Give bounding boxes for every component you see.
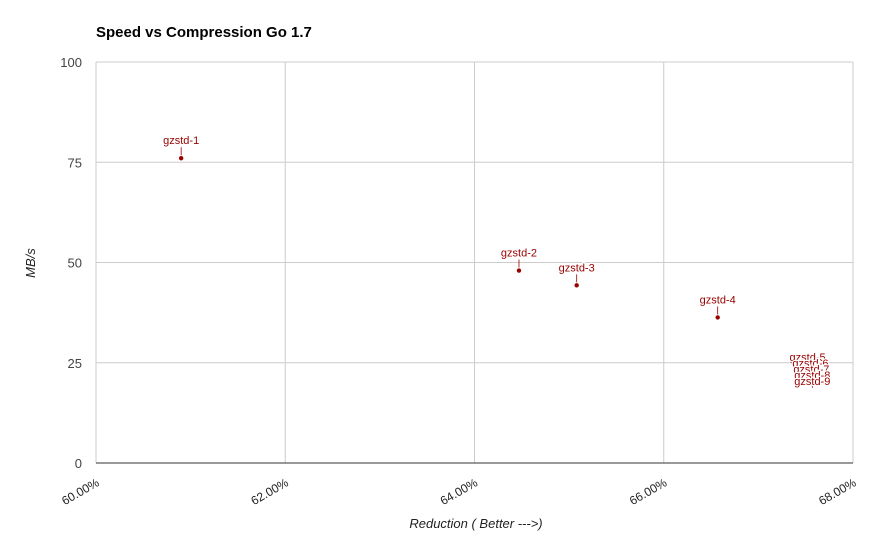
x-tick-label: 68.00%	[816, 475, 859, 508]
data-point-group: gzstd-4	[698, 293, 737, 320]
point-label: gzstd-6	[792, 358, 828, 370]
data-points: gzstd-1gzstd-2gzstd-3gzstd-4gzstd-5gzstd…	[162, 134, 832, 390]
y-tick-label: 100	[60, 55, 82, 70]
point-label: gzstd-4	[700, 294, 736, 306]
data-point-group: gzstd-1	[162, 134, 200, 161]
data-point-group: gzstd-2	[500, 246, 538, 273]
point-label: gzstd-3	[559, 262, 595, 274]
y-tick-label: 0	[75, 456, 82, 471]
data-point[interactable]	[810, 379, 815, 385]
x-tick-label: 62.00%	[249, 475, 292, 508]
point-label: gzstd-1	[163, 135, 199, 147]
y-axis-title: MB/s	[23, 248, 38, 278]
data-point-group: gzstd-6	[791, 357, 830, 380]
x-axis-title: Reduction ( Better --->)	[409, 516, 542, 531]
data-point-group: gzstd-7	[792, 363, 831, 382]
data-point[interactable]	[805, 372, 810, 377]
x-tick-label: 60.00%	[59, 475, 102, 508]
grid-lines	[95, 61, 854, 463]
point-label: gzstd-8	[794, 370, 830, 382]
point-label: gzstd-5	[790, 352, 826, 364]
data-point[interactable]	[516, 268, 522, 273]
data-point-group: gzstd-9	[793, 375, 832, 390]
point-label: gzstd-7	[793, 364, 829, 376]
data-point-group: gzstd-3	[557, 261, 596, 288]
y-tick-label: 75	[68, 155, 82, 170]
data-point[interactable]	[715, 315, 720, 320]
y-tick-label: 25	[68, 356, 82, 371]
data-point[interactable]	[574, 283, 579, 288]
point-label: gzstd-9	[794, 376, 830, 388]
data-point-group: gzstd-5	[788, 351, 827, 377]
x-tick-label: 66.00%	[627, 475, 670, 508]
tick-labels: 0 25 50 75 100 60.00% 62.00% 64.00% 66.00% 68.00%	[59, 55, 859, 508]
data-point-group: gzstd-8	[793, 369, 832, 384]
point-label: gzstd-2	[501, 248, 537, 260]
y-tick-label: 50	[68, 256, 82, 271]
x-tick-label: 64.00%	[438, 475, 481, 508]
data-point[interactable]	[178, 156, 184, 161]
chart-title: Speed vs Compression Go 1.7	[96, 24, 312, 41]
